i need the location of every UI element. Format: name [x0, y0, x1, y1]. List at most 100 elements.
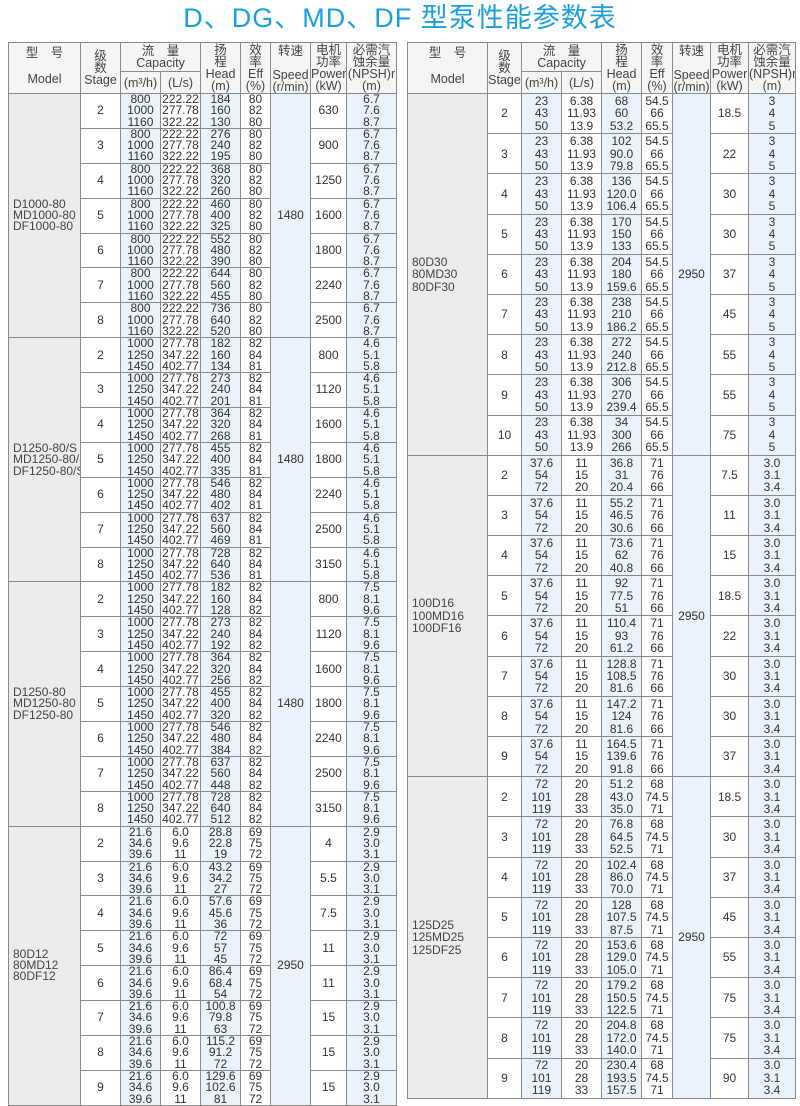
eff-value: 76 [650, 508, 664, 523]
speed-cell: 2950 [672, 776, 712, 1099]
flow-cell: 1000 1250 1450 [120, 721, 161, 757]
stage-cell: 10 [487, 414, 522, 456]
ls-value: 222.22 [162, 128, 199, 141]
npsh-value: 3.1 [363, 847, 380, 862]
table-row: D1000-80 MD1000-80 DF1000-80 2 800 1000 1160 22… [8, 92, 398, 339]
stage-cell: 2 [487, 454, 522, 496]
npsh-value: 8.1 [363, 731, 380, 746]
flow-value: 37.6 [529, 536, 554, 551]
table-row: 5 23 43 50 6.38 11.93 13.9 170 150 133 54.5 66 65.5 3… [408, 213, 797, 255]
eff-value: 82 [248, 756, 263, 769]
eff-value: 80 [248, 302, 263, 316]
head-value: 102.6 [205, 1080, 236, 1095]
npsh-value: 6.7 [363, 267, 380, 281]
flow-cell: 800 1000 1160 [120, 197, 161, 234]
eff-value: 71 [650, 842, 664, 857]
eff-cell: 68 74.5 71 [641, 936, 674, 979]
head-value: 57 [213, 940, 228, 955]
ls-value: 20 [574, 641, 589, 656]
ls-cell: 6.38 11.93 13.9 [560, 253, 603, 295]
head-value: 147.2 [606, 696, 637, 711]
head-cell: 637 560 469 [200, 511, 242, 548]
npsh-value: 9.6 [363, 603, 380, 617]
head-value: 93 [614, 628, 629, 643]
eff-value: 74.5 [645, 829, 669, 844]
head-value: 128 [611, 897, 632, 912]
ls-value: 11 [174, 986, 187, 1001]
head-cell: 55.2 46.5 30.6 [601, 494, 643, 537]
eff-value: 66 [650, 761, 664, 776]
npsh-value: 7.6 [363, 312, 380, 327]
eff-cell: 54.5 66 65.5 [641, 334, 674, 376]
head-value: 320 [210, 173, 231, 188]
flow-value: 1000 [127, 103, 154, 118]
ls-value: 6.0 [172, 895, 189, 909]
head-value: 320 [210, 417, 231, 432]
flow-value: 43 [534, 226, 549, 241]
header-eff-unit: (%) [245, 79, 266, 93]
head-value: 480 [210, 487, 231, 502]
flow-value: 43 [534, 186, 549, 201]
npsh-value: 3.4 [763, 962, 781, 977]
flow-value: 72 [534, 560, 549, 575]
flow-cell: 72 101 119 [521, 977, 562, 1019]
head-value: 122.5 [606, 1002, 637, 1017]
npsh-cell: 3.0 3.1 3.4 [748, 454, 797, 496]
ls-value: 11 [575, 455, 588, 470]
head-value: 204.8 [606, 1018, 637, 1033]
npsh-value: 4 [768, 106, 776, 121]
npsh-value: 3.1 [763, 548, 781, 563]
power-cell: 45 [710, 293, 750, 336]
model-cell: D1250-80/S MD1250-80/S DF1250-80/S [8, 337, 81, 583]
eff-value: 54.5 [645, 214, 669, 229]
head-value: 335 [210, 463, 231, 478]
head-value: 68.4 [208, 975, 233, 990]
head-value: 81 [213, 1091, 228, 1106]
ls-cell: 6.0 9.6 11 [159, 1069, 202, 1106]
ls-value: 277.78 [162, 312, 199, 327]
head-value: 36 [213, 917, 228, 931]
power-cell: 22 [710, 615, 750, 657]
head-cell: 43.2 34.2 27 [200, 860, 242, 897]
head-value: 644 [210, 267, 231, 281]
ls-value: 347.22 [162, 696, 199, 711]
head-value: 64.5 [609, 829, 634, 844]
npsh-value: 5.1 [363, 417, 380, 432]
table-row: 3 800 1000 1160 222.22 277.78 322.22 276 240 195 8… [9, 127, 398, 164]
flow-cell: 23 43 50 [521, 213, 562, 255]
stage-cell: 8 [80, 302, 121, 339]
model-name: 125MD25 [412, 930, 465, 945]
ls-value: 11.93 [566, 146, 597, 161]
ls-cell: 6.38 11.93 13.9 [560, 213, 603, 255]
npsh-value: 4 [768, 307, 776, 322]
stage-cell: 3 [80, 372, 121, 409]
flow-value: 101 [531, 1030, 552, 1045]
npsh-value: 3.4 [763, 560, 781, 575]
eff-value: 65.5 [645, 400, 669, 415]
flow-value: 54 [534, 669, 549, 684]
header-npsh-cn: 必需汽 [352, 43, 391, 57]
table-row: 80D30 80MD30 80DF30 2 23 43 50 6.38 11.93 13.9 68 6… [407, 92, 797, 456]
npsh-cell: 4.6 5.1 5.8 [346, 546, 398, 583]
head-value: 160 [210, 347, 231, 362]
npsh-value: 9.6 [363, 777, 380, 792]
head-value: 92 [614, 576, 629, 591]
head-value: 79.8 [609, 158, 634, 173]
ls-value: 33 [574, 1043, 589, 1058]
flow-cell: 21.6 34.6 39.6 [120, 825, 161, 862]
eff-cell: 54.5 66 65.5 [641, 414, 674, 456]
head-value: 364 [210, 407, 231, 421]
table-row: 3 1000 1250 1450 277.78 347.22 402.77 273 240 192… [9, 616, 398, 653]
power-cell: 800 [310, 337, 348, 374]
head-value: 186.2 [606, 319, 637, 334]
head-value: 637 [210, 512, 231, 525]
flow-value: 1450 [127, 812, 154, 827]
npsh-value: 3.1 [763, 869, 781, 884]
npsh-value: 4.6 [363, 512, 380, 525]
ls-value: 11.93 [566, 427, 597, 442]
head-value: 102.4 [606, 857, 637, 872]
head-value: 43.2 [208, 861, 233, 874]
header-head-unit: (m) [612, 79, 631, 93]
eff-value: 71 [650, 922, 664, 937]
